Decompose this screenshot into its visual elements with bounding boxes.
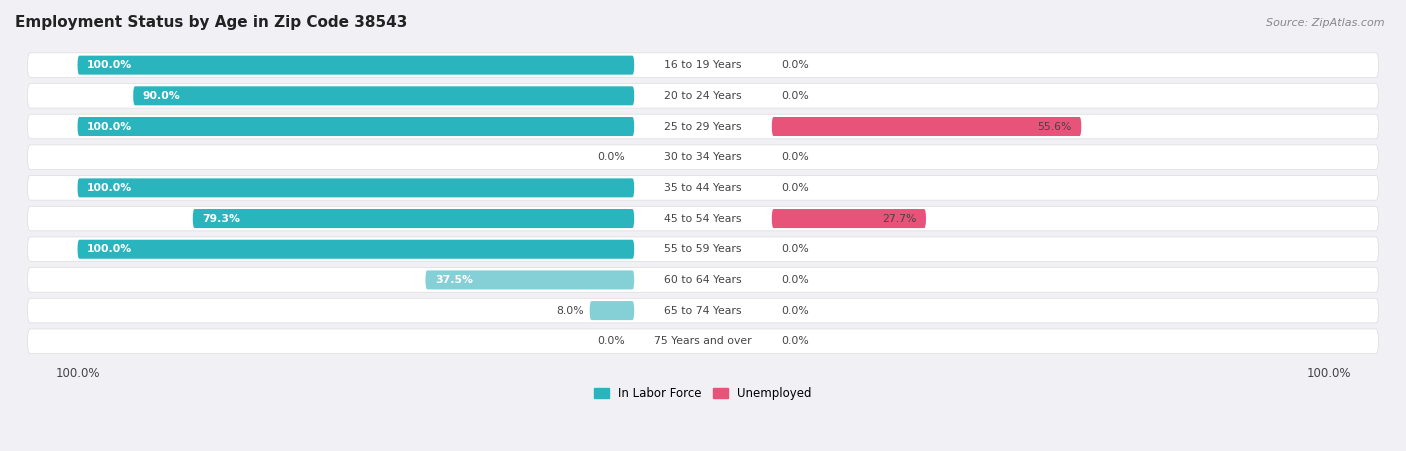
Text: 0.0%: 0.0% — [782, 60, 808, 70]
FancyBboxPatch shape — [28, 114, 1378, 139]
FancyBboxPatch shape — [134, 86, 634, 106]
Text: 0.0%: 0.0% — [782, 183, 808, 193]
Text: 100.0%: 100.0% — [87, 60, 132, 70]
FancyBboxPatch shape — [28, 145, 1378, 170]
FancyBboxPatch shape — [28, 267, 1378, 292]
Text: 0.0%: 0.0% — [782, 275, 808, 285]
FancyBboxPatch shape — [28, 206, 1378, 231]
Text: 20 to 24 Years: 20 to 24 Years — [664, 91, 742, 101]
Text: 0.0%: 0.0% — [598, 152, 624, 162]
Text: 55 to 59 Years: 55 to 59 Years — [664, 244, 742, 254]
FancyBboxPatch shape — [772, 117, 1081, 136]
FancyBboxPatch shape — [77, 178, 634, 198]
Text: 90.0%: 90.0% — [142, 91, 180, 101]
Legend: In Labor Force, Unemployed: In Labor Force, Unemployed — [589, 382, 817, 405]
FancyBboxPatch shape — [28, 329, 1378, 354]
FancyBboxPatch shape — [77, 117, 634, 136]
FancyBboxPatch shape — [28, 298, 1378, 323]
Text: 75 Years and over: 75 Years and over — [654, 336, 752, 346]
Text: 0.0%: 0.0% — [782, 91, 808, 101]
Text: 79.3%: 79.3% — [202, 214, 240, 224]
Text: Source: ZipAtlas.com: Source: ZipAtlas.com — [1267, 18, 1385, 28]
FancyBboxPatch shape — [772, 209, 927, 228]
Text: 100.0%: 100.0% — [87, 244, 132, 254]
Text: 27.7%: 27.7% — [882, 214, 917, 224]
Text: 100.0%: 100.0% — [87, 121, 132, 132]
Text: 16 to 19 Years: 16 to 19 Years — [664, 60, 742, 70]
Text: 0.0%: 0.0% — [782, 152, 808, 162]
Text: 100.0%: 100.0% — [87, 183, 132, 193]
Text: 55.6%: 55.6% — [1038, 121, 1071, 132]
Text: 60 to 64 Years: 60 to 64 Years — [664, 275, 742, 285]
FancyBboxPatch shape — [77, 240, 634, 259]
Text: 65 to 74 Years: 65 to 74 Years — [664, 306, 742, 316]
FancyBboxPatch shape — [589, 301, 634, 320]
FancyBboxPatch shape — [28, 53, 1378, 78]
Text: 35 to 44 Years: 35 to 44 Years — [664, 183, 742, 193]
FancyBboxPatch shape — [426, 271, 634, 290]
Text: 0.0%: 0.0% — [782, 244, 808, 254]
Text: 0.0%: 0.0% — [782, 306, 808, 316]
Text: 45 to 54 Years: 45 to 54 Years — [664, 214, 742, 224]
Text: 25 to 29 Years: 25 to 29 Years — [664, 121, 742, 132]
Text: 8.0%: 8.0% — [555, 306, 583, 316]
FancyBboxPatch shape — [28, 237, 1378, 262]
Text: 30 to 34 Years: 30 to 34 Years — [664, 152, 742, 162]
Text: 0.0%: 0.0% — [782, 336, 808, 346]
FancyBboxPatch shape — [77, 55, 634, 75]
FancyBboxPatch shape — [193, 209, 634, 228]
Text: 0.0%: 0.0% — [598, 336, 624, 346]
Text: Employment Status by Age in Zip Code 38543: Employment Status by Age in Zip Code 385… — [15, 15, 408, 30]
FancyBboxPatch shape — [28, 83, 1378, 108]
FancyBboxPatch shape — [28, 175, 1378, 200]
Text: 37.5%: 37.5% — [434, 275, 472, 285]
